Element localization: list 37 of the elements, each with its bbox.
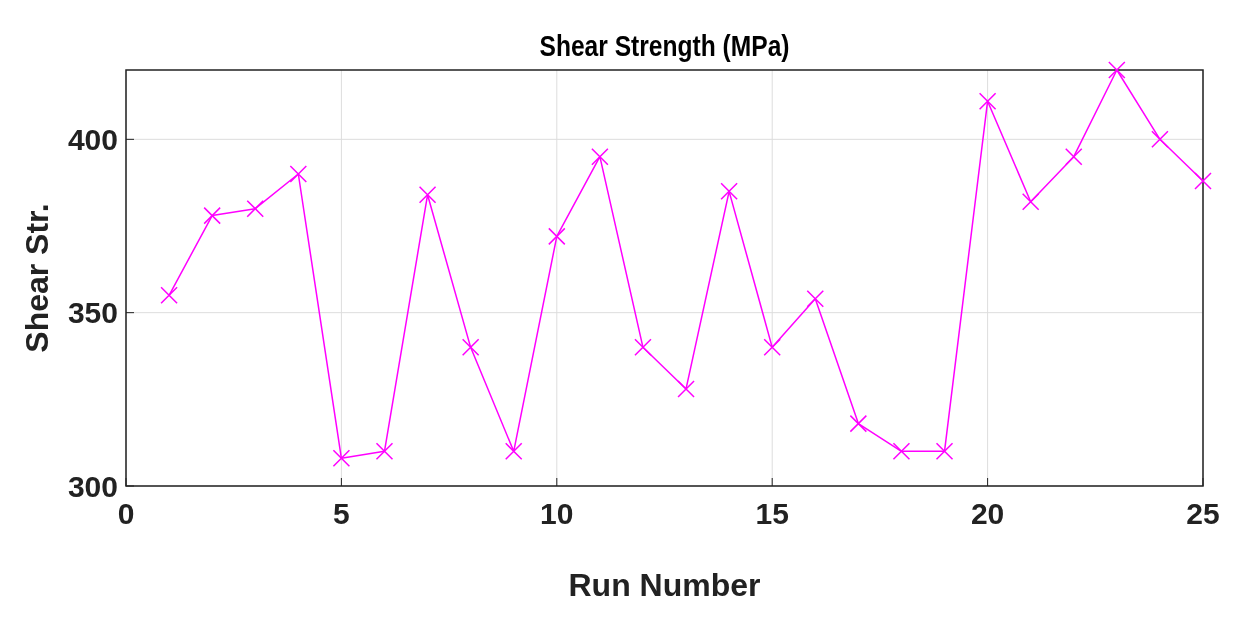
point	[763, 338, 781, 357]
point	[461, 338, 480, 357]
point	[246, 199, 264, 218]
point	[375, 442, 394, 461]
point	[1065, 147, 1083, 166]
point	[1021, 192, 1040, 211]
x-tick-label: 10	[540, 497, 574, 530]
point	[806, 290, 825, 308]
point	[160, 286, 178, 305]
point	[332, 449, 351, 468]
point	[504, 442, 523, 461]
point	[418, 186, 437, 204]
point	[935, 442, 954, 461]
x-tick-label: 15	[755, 497, 789, 530]
y-axis-title: Shear Str.	[19, 203, 55, 353]
x-tick-label: 5	[333, 497, 350, 530]
point	[548, 227, 566, 246]
point	[978, 92, 997, 110]
x-tick-label: 0	[117, 497, 135, 530]
point	[203, 206, 221, 225]
point	[677, 380, 695, 398]
x-tick-label: 20	[970, 497, 1005, 530]
point	[634, 338, 652, 357]
x-axis-title: Run Number	[568, 567, 761, 603]
x-tick-label: 25	[1186, 497, 1220, 530]
point	[849, 414, 868, 433]
y-tick-label: 350	[67, 296, 118, 330]
chart-title: Shear Strength (MPa)	[539, 28, 790, 63]
y-tick-label: 300	[67, 469, 118, 503]
point	[591, 147, 609, 166]
point	[1108, 61, 1126, 79]
point	[892, 442, 911, 461]
y-tick-label: 400	[67, 122, 118, 156]
point	[289, 165, 308, 183]
point	[720, 182, 738, 201]
point	[1151, 130, 1169, 149]
point	[1194, 172, 1212, 190]
